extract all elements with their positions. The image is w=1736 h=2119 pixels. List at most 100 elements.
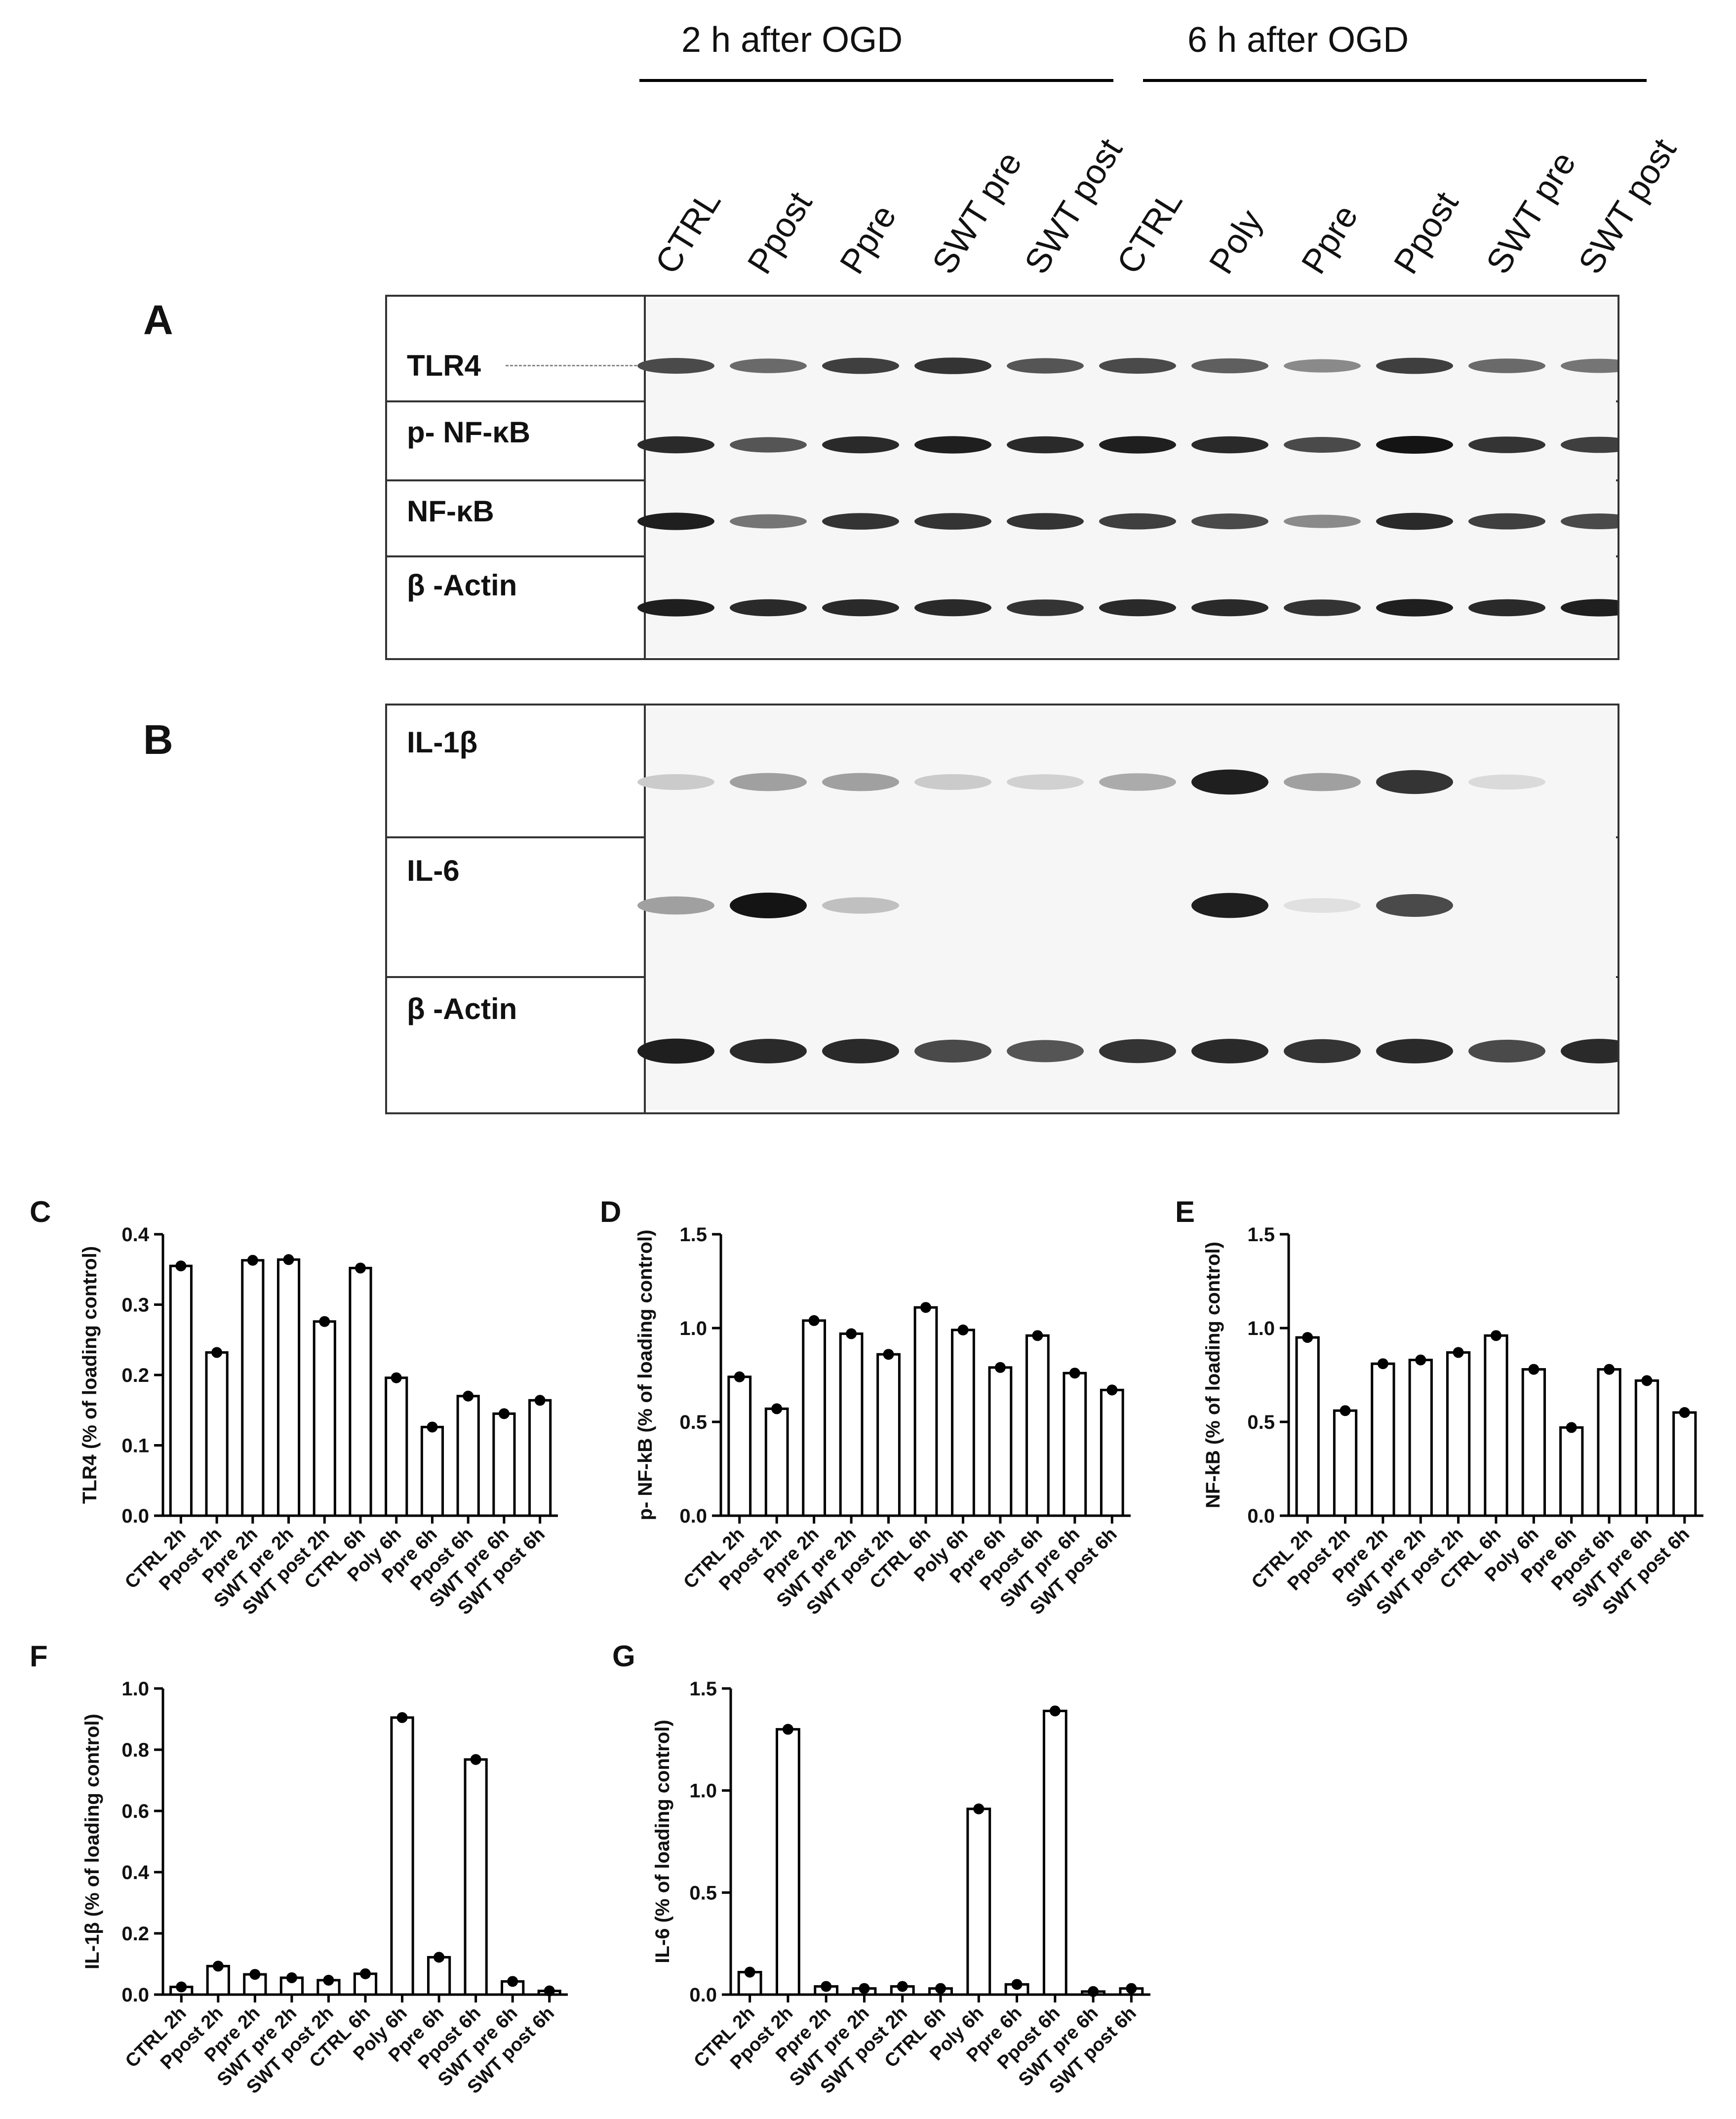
bar — [764, 1407, 789, 1517]
bar — [528, 1399, 552, 1517]
y-axis-label: TLR4 (% of loading control) — [79, 1246, 101, 1504]
blot-band — [1561, 358, 1618, 373]
data-point — [1088, 1986, 1099, 1997]
blot-band — [914, 774, 991, 790]
data-point — [1491, 1330, 1501, 1341]
data-point — [1302, 1332, 1313, 1343]
blot-band — [1191, 599, 1268, 617]
y-tick-label: 1.0 — [679, 1318, 707, 1339]
blot-panel-a: TLR4 p- NF-κB NF-κB β -Actin — [385, 295, 1619, 660]
bar — [1484, 1334, 1508, 1517]
data-point — [1641, 1375, 1653, 1386]
bar — [1042, 1709, 1067, 1996]
blot-b-bands — [637, 707, 1618, 1110]
blot-band — [1007, 1040, 1084, 1062]
blot-band — [822, 357, 899, 374]
bar — [1333, 1409, 1358, 1517]
data-point — [1106, 1384, 1118, 1396]
bar — [169, 1264, 193, 1517]
blot-band — [1099, 773, 1176, 791]
blot-band — [822, 436, 899, 454]
blot-band — [637, 358, 714, 374]
blot-band — [914, 357, 991, 374]
blot-band — [1468, 358, 1545, 373]
chart-e: 0.0 0.5 1.0 1.5 NF-kB (% of loading control)… — [1202, 1224, 1703, 1619]
y-tick-label: 0.0 — [679, 1505, 707, 1527]
blot-band — [914, 436, 991, 454]
blot-label-il1b: IL-1β — [407, 726, 478, 759]
bar — [349, 1266, 372, 1517]
y-axis-label: IL-6 (% of loading control) — [652, 1720, 673, 1963]
blot-band — [1284, 1039, 1361, 1063]
blot-band — [822, 897, 899, 914]
y-tick-label: 1.0 — [689, 1780, 717, 1802]
panel-letter-e: E — [1175, 1195, 1195, 1228]
bar — [1295, 1336, 1320, 1517]
data-point — [744, 1966, 755, 1978]
data-point — [463, 1390, 474, 1402]
blot-band — [1376, 1039, 1453, 1063]
group-line-2h — [639, 79, 1113, 82]
blot-band — [1007, 774, 1084, 790]
bar — [1371, 1362, 1395, 1517]
blot-band — [637, 896, 714, 915]
y-tick-label: 1.0 — [1247, 1318, 1275, 1339]
blot-band — [637, 599, 714, 617]
data-point — [1453, 1347, 1464, 1358]
group-line-6h — [1143, 79, 1647, 82]
bar — [427, 1956, 451, 1996]
lane-label: Ppre — [1294, 198, 1366, 280]
data-point — [212, 1961, 224, 1972]
bar — [456, 1395, 480, 1517]
blot-band — [1376, 357, 1453, 374]
chart-g: 0.00.51.01.5IL-6 (% of loading control)C… — [652, 1678, 1150, 2098]
data-point — [283, 1254, 294, 1265]
data-point — [973, 1803, 985, 1814]
blot-band — [914, 599, 991, 617]
blot-band — [730, 893, 807, 918]
panel-letter-c: C — [30, 1195, 51, 1228]
bar — [1559, 1426, 1584, 1517]
bar — [913, 1306, 938, 1517]
lane-label: CTRL — [648, 184, 728, 280]
y-axis-label: IL-1β (% of loading control) — [81, 1714, 103, 1969]
blot-band — [1099, 436, 1176, 454]
blot-band — [1376, 894, 1453, 917]
data-point — [1069, 1368, 1080, 1379]
blot-a-divider — [644, 297, 646, 658]
bar — [241, 1259, 265, 1517]
data-point — [920, 1302, 931, 1313]
blot-band — [1468, 599, 1545, 617]
bar — [492, 1412, 516, 1517]
blot-band — [1376, 770, 1453, 794]
data-point — [859, 1983, 870, 1994]
blot-band — [730, 599, 807, 617]
blot-band — [1468, 436, 1545, 453]
bar — [1063, 1372, 1087, 1517]
data-point — [176, 1981, 187, 1993]
y-axis-label: NF-kB (% of loading control) — [1202, 1242, 1224, 1508]
data-point — [1679, 1407, 1690, 1418]
data-point — [821, 1981, 832, 1992]
blot-band — [1561, 1039, 1618, 1063]
blot-band — [1007, 513, 1084, 530]
blot-band — [637, 436, 714, 454]
data-point — [427, 1421, 438, 1433]
data-point — [249, 1969, 261, 1980]
blot-band — [637, 774, 714, 790]
bar — [1672, 1411, 1697, 1517]
y-tick-label: 0.2 — [121, 1923, 149, 1945]
data-point — [498, 1408, 510, 1419]
data-point — [846, 1328, 857, 1339]
blot-band — [730, 437, 807, 453]
group-label-6h: 6 h after OGD — [1187, 20, 1409, 60]
lane-label: SWT pre — [1479, 145, 1583, 280]
bar — [390, 1716, 414, 1996]
blot-band — [1468, 774, 1545, 790]
y-tick-label: 0.5 — [1247, 1412, 1275, 1433]
blot-a-bands — [637, 299, 1618, 657]
blot-band — [1191, 358, 1268, 374]
y-tick-label: 0.2 — [121, 1365, 149, 1386]
blot-label-nfkb: NF-κB — [407, 495, 494, 528]
